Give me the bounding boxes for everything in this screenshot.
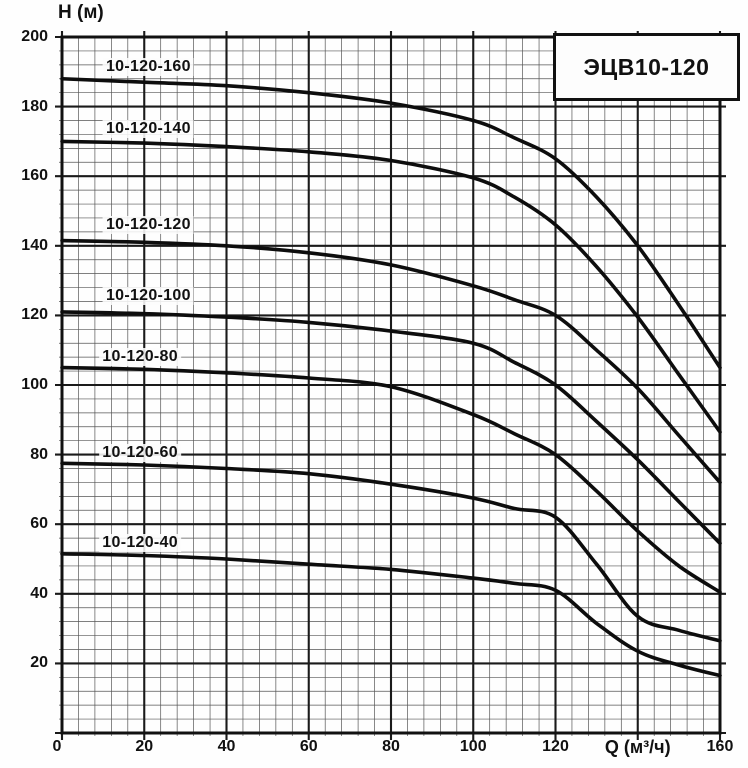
chart-title-box: ЭЦВ10-120	[553, 33, 740, 101]
x-tick-label-80: 80	[382, 738, 400, 755]
pump-curve-10-120-160	[60, 76, 722, 370]
pump-curve-10-120-140	[60, 139, 722, 434]
curve-label-10-120-40: 10-120-40	[99, 534, 181, 553]
y-tick-label-60: 60	[30, 515, 48, 533]
x-tick-label-160: 160	[706, 738, 734, 755]
x-tick-label-100: 100	[459, 738, 487, 755]
curve-label-10-120-60: 10-120-60	[99, 443, 181, 462]
y-tick-label-160: 160	[21, 167, 48, 185]
pump-curve-10-120-60	[60, 461, 722, 643]
pump-curve-10-120-100	[60, 310, 722, 546]
y-tick-label-180: 180	[21, 97, 48, 115]
curve-label-10-120-140: 10-120-140	[102, 120, 194, 139]
x-tick-label-0: 0	[52, 738, 62, 755]
x-tick-label-120: 120	[542, 738, 569, 755]
y-tick-label-40: 40	[30, 584, 48, 602]
y-tick-label-80: 80	[30, 445, 48, 463]
x-tick-label-40: 40	[217, 738, 236, 755]
pump-curve-10-120-40	[60, 551, 722, 678]
chart-title: ЭЦВ10-120	[583, 53, 710, 80]
y-tick-label-140: 140	[21, 236, 48, 254]
y-tick-label-20: 20	[30, 654, 48, 672]
pump-curve-10-120-80	[60, 365, 722, 594]
curve-label-10-120-160: 10-120-160	[102, 57, 194, 76]
curve-label-10-120-120: 10-120-120	[102, 215, 194, 234]
y-tick-label-200: 200	[21, 28, 48, 45]
x-tick-label-20: 20	[135, 738, 154, 755]
curve-label-10-120-100: 10-120-100	[102, 287, 194, 306]
x-tick-label-60: 60	[299, 738, 318, 755]
x-axis-title: Q (м³/ч)	[604, 737, 671, 757]
y-tick-label-100: 100	[21, 376, 48, 393]
curve-label-10-120-80: 10-120-80	[99, 348, 181, 367]
y-tick-label-120: 120	[21, 306, 48, 324]
pump-curve-10-120-120	[60, 238, 722, 485]
plot-frame	[60, 35, 722, 735]
y-axis-title: H (м)	[58, 2, 104, 23]
